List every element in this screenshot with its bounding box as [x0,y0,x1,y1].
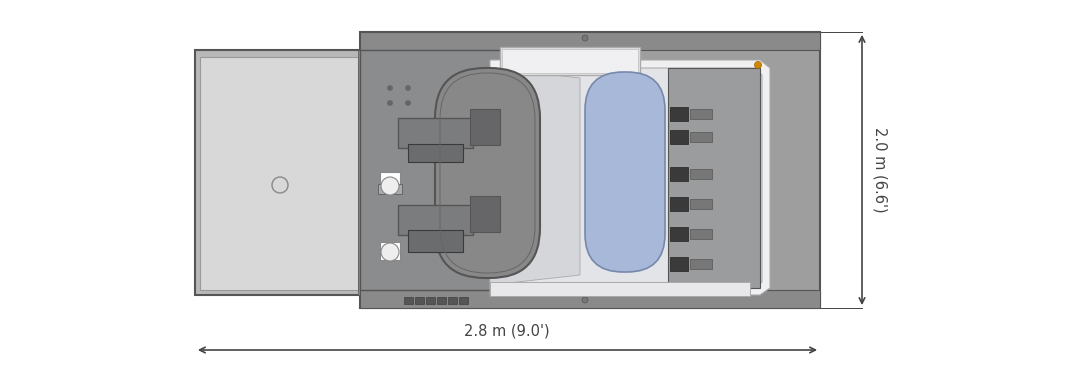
Bar [360,50,555,290]
Bar [360,32,820,308]
Bar [195,50,365,295]
Bar [690,229,712,239]
Bar [490,282,750,296]
Bar [398,205,473,235]
Polygon shape [500,68,762,288]
Circle shape [582,35,588,41]
Bar [670,227,688,241]
Bar [380,242,400,260]
FancyBboxPatch shape [435,68,540,278]
Text: 2.8 m (9.0'): 2.8 m (9.0') [464,323,549,338]
Bar [690,259,712,269]
Bar [668,68,760,288]
Bar [437,297,446,304]
Bar [670,107,688,121]
Circle shape [388,100,392,106]
Bar [360,32,820,50]
Bar [404,297,413,304]
Bar [459,297,468,304]
Bar [670,197,688,211]
FancyBboxPatch shape [585,72,665,272]
Bar [690,199,712,209]
Bar [448,297,457,304]
Bar [398,118,473,148]
Bar [690,169,712,179]
Bar [670,167,688,181]
Circle shape [582,297,588,303]
Circle shape [405,100,411,106]
Text: 2.0 m (6.6'): 2.0 m (6.6') [872,127,887,213]
Bar [378,184,402,194]
Bar [380,172,400,190]
Circle shape [382,177,399,195]
Bar [199,57,358,290]
Polygon shape [490,68,580,285]
Bar [360,290,820,308]
Bar [470,196,500,232]
Bar [470,109,500,145]
Circle shape [388,86,392,90]
Bar [358,50,366,295]
Bar [670,130,688,144]
Bar [426,297,435,304]
Circle shape [405,86,411,90]
Bar [690,109,712,119]
Bar [415,297,424,304]
Bar [408,144,463,162]
Polygon shape [490,60,770,295]
Circle shape [382,243,399,261]
Bar [670,257,688,271]
Bar [500,47,640,75]
Bar [502,49,638,73]
Circle shape [754,62,762,68]
Bar [408,230,463,252]
Bar [690,132,712,142]
